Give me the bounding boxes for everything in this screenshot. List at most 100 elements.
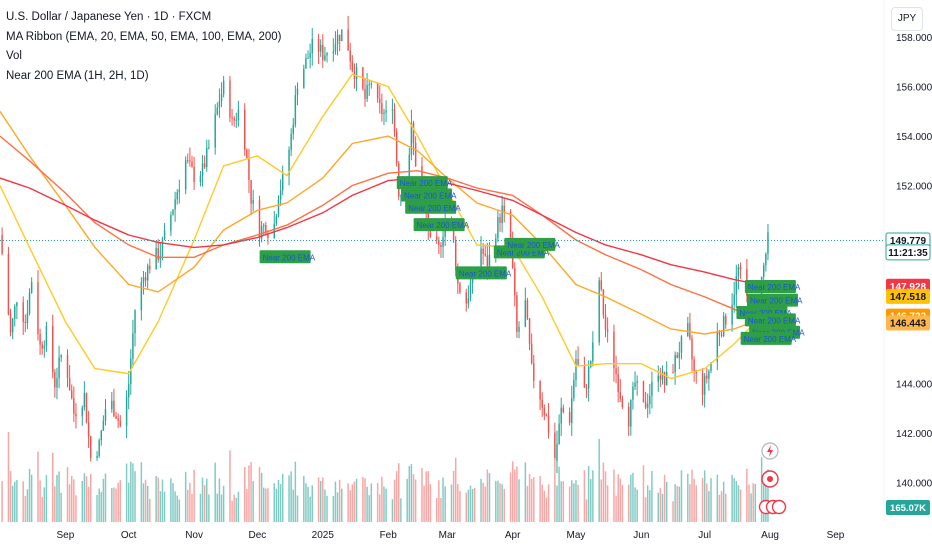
volume-bar <box>305 483 307 522</box>
volume-bar <box>457 483 459 522</box>
y-tick-label: 156.000 <box>896 83 932 94</box>
currency-button[interactable]: JPY <box>891 7 923 31</box>
near-200-ema-label: Near 200 EMA <box>417 221 470 230</box>
candle-body <box>737 267 740 276</box>
volume-bar <box>163 491 166 522</box>
ema-line <box>0 135 769 324</box>
candle-body <box>583 364 586 388</box>
volume-bar <box>218 478 221 522</box>
volume-bar <box>429 484 432 522</box>
candle-body <box>231 117 233 119</box>
volume-bar <box>324 489 326 522</box>
candle-body <box>187 160 189 162</box>
candle-body <box>571 398 573 423</box>
x-tick-label: Feb <box>380 530 398 541</box>
candle-body <box>349 50 351 62</box>
near-200-ema-box <box>744 313 796 327</box>
volume-bar <box>307 486 309 522</box>
volume-bar <box>473 487 476 522</box>
candle-body <box>590 361 592 367</box>
candle-body <box>104 409 107 421</box>
volume-bar <box>22 481 24 522</box>
volume-bar <box>246 489 248 522</box>
volume-bar <box>421 467 423 522</box>
candle-body <box>560 407 562 424</box>
candle-body <box>600 280 603 290</box>
candle-body <box>248 157 250 181</box>
volume-bar <box>558 466 560 522</box>
x-tick-label: 2025 <box>312 530 335 541</box>
candle-body <box>442 236 444 247</box>
candle-body <box>275 215 278 224</box>
candle-body <box>735 275 738 295</box>
volume-bar <box>651 470 653 522</box>
volume-bar <box>748 484 750 522</box>
volume-bar <box>39 480 41 522</box>
volume-bar <box>467 489 470 522</box>
volume-bar <box>267 488 269 522</box>
volume-bar <box>111 487 113 522</box>
volume-bar <box>617 474 619 522</box>
volume-bar <box>703 470 706 522</box>
volume-bar <box>708 491 710 522</box>
candle-body <box>142 277 145 283</box>
price-badge-label: 11:21:35 <box>888 248 928 259</box>
volume-bar <box>644 497 647 522</box>
volume-bar <box>199 493 202 522</box>
candle-body <box>220 94 223 102</box>
volume-bar <box>400 498 402 522</box>
volume-bar <box>368 495 370 522</box>
candle-body <box>98 440 100 456</box>
candle-body <box>731 304 733 325</box>
volume-bar <box>193 469 195 522</box>
candle-body <box>68 378 71 391</box>
candle-body <box>725 315 727 325</box>
candle-body <box>703 375 706 395</box>
candle-body <box>465 292 468 304</box>
volume-bar <box>427 471 430 522</box>
candle-body <box>294 94 297 125</box>
candle-body <box>326 53 328 56</box>
candle-body <box>486 255 489 272</box>
volume-bar <box>539 476 541 522</box>
near-200-ema-label: Near 200 EMA <box>497 248 550 257</box>
near-200-ema-label: Near 200 EMA <box>400 179 453 188</box>
volume-bar <box>336 492 339 522</box>
volume-bar <box>554 458 556 522</box>
volume-bar <box>674 484 676 522</box>
indicator-near-200-ema[interactable]: Near 200 EMA (1H, 2H, 1D) <box>6 69 149 82</box>
candle-body <box>163 230 166 240</box>
volume-bar <box>444 486 446 522</box>
candle-body <box>644 402 647 408</box>
volume-bar <box>495 481 497 522</box>
candle-body <box>383 112 385 115</box>
volume-bar <box>54 486 56 522</box>
volume-bar <box>220 494 223 522</box>
candle-body <box>541 399 543 408</box>
candle-body <box>43 345 46 349</box>
volume-bar <box>292 489 294 522</box>
volume-bar <box>237 491 240 522</box>
indicator-volume[interactable]: Vol <box>6 50 22 62</box>
candle-body <box>613 331 615 369</box>
volume-bar <box>746 468 748 522</box>
indicator-ma-ribbon[interactable]: MA Ribbon (EMA, 20, EMA, 50, EMA, 100, E… <box>6 30 282 43</box>
volume-bar <box>665 481 668 522</box>
volume-bar <box>497 480 499 522</box>
volume-bar <box>355 478 358 522</box>
volume-bar <box>583 470 586 522</box>
candles-group <box>1 15 769 474</box>
volume-bar <box>634 487 636 522</box>
near-200-ema-box <box>740 331 792 345</box>
flag-icon[interactable] <box>771 499 787 515</box>
volume-bar <box>351 484 354 522</box>
candle-body <box>619 392 622 399</box>
volume-bar <box>334 481 337 522</box>
candle-body <box>665 372 668 385</box>
volume-bar <box>526 486 529 522</box>
candle-body <box>568 412 571 423</box>
symbol-title[interactable]: U.S. Dollar / Japanese Yen · 1D · FXCM <box>6 11 212 23</box>
candle-body <box>178 189 181 193</box>
near-200-ema-box <box>744 279 796 293</box>
